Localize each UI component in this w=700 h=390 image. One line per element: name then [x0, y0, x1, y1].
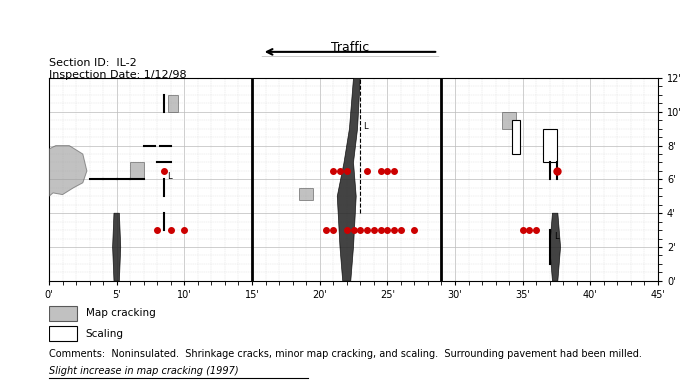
Text: Inspection Date: 1/12/98: Inspection Date: 1/12/98 [49, 70, 187, 80]
Polygon shape [130, 163, 143, 179]
Polygon shape [550, 213, 561, 281]
Text: L: L [167, 172, 172, 181]
Polygon shape [512, 120, 520, 154]
Text: Section ID:  IL-2: Section ID: IL-2 [49, 57, 136, 67]
Text: Scaling: Scaling [85, 329, 124, 339]
Bar [49, 326, 76, 342]
Text: Map cracking: Map cracking [85, 308, 155, 318]
Polygon shape [113, 213, 120, 281]
Polygon shape [49, 145, 87, 196]
Polygon shape [337, 78, 360, 281]
Text: Comments:  Noninsulated.  Shrinkage cracks, minor map cracking, and scaling.  Su: Comments: Noninsulated. Shrinkage cracks… [49, 349, 642, 359]
Bar [49, 306, 76, 321]
Text: L: L [363, 122, 368, 131]
Text: Slight increase in map cracking (1997): Slight increase in map cracking (1997) [49, 366, 239, 376]
Text: Traffic: Traffic [331, 41, 369, 54]
Text: L: L [554, 232, 559, 241]
Polygon shape [543, 129, 556, 163]
Polygon shape [168, 95, 178, 112]
Polygon shape [300, 188, 313, 200]
Polygon shape [503, 112, 516, 129]
